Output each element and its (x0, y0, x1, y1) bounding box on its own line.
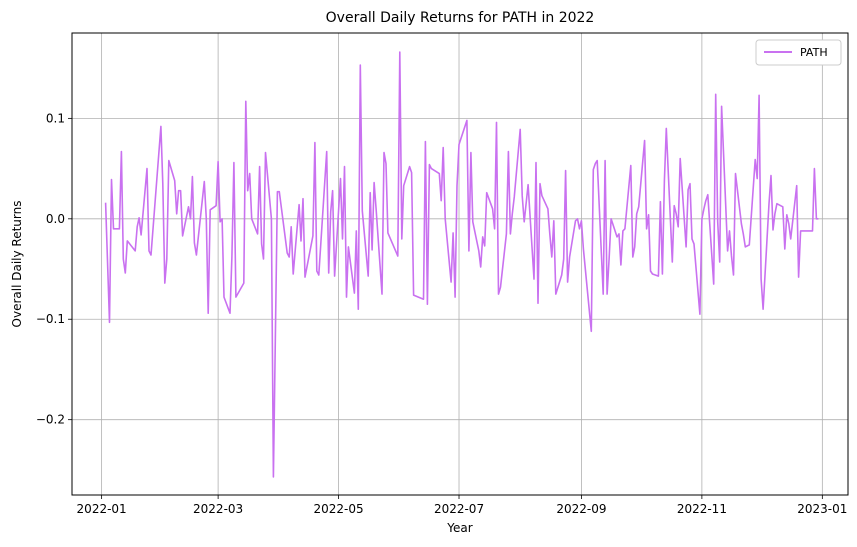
legend-box (755, 39, 842, 66)
x-tick-label: 2022-05 (313, 502, 363, 516)
y-tick-label: 0.1 (46, 111, 65, 125)
x-tick-label: 2023-01 (797, 502, 847, 516)
x-tick-label: 2022-07 (434, 502, 484, 516)
x-tick-label: 2022-11 (677, 502, 727, 516)
y-tick-label: −0.1 (36, 312, 65, 326)
grid-lines (72, 33, 848, 495)
legend: PATH (755, 39, 842, 66)
series-layer (104, 51, 819, 478)
y-tick-label: −0.2 (36, 413, 65, 427)
series-line-path (104, 51, 819, 478)
y-axis-ticks: 0.1 0.0 −0.1 −0.2 (36, 111, 72, 427)
chart-title: Overall Daily Returns for PATH in 2022 (326, 10, 595, 26)
x-axis-ticks: 2022-01 2022-03 2022-05 2022-07 2022-09 2022-… (77, 495, 847, 516)
x-tick-label: 2022-01 (77, 502, 127, 516)
legend-label: PATH (800, 46, 828, 59)
plot-area-frame (71, 32, 849, 496)
y-axis-label: Overall Daily Returns (10, 201, 24, 328)
x-axis-label: Year (446, 521, 472, 535)
y-tick-label: 0.0 (46, 212, 65, 226)
x-tick-label: 2022-09 (556, 502, 606, 516)
x-tick-label: 2022-03 (193, 502, 243, 516)
